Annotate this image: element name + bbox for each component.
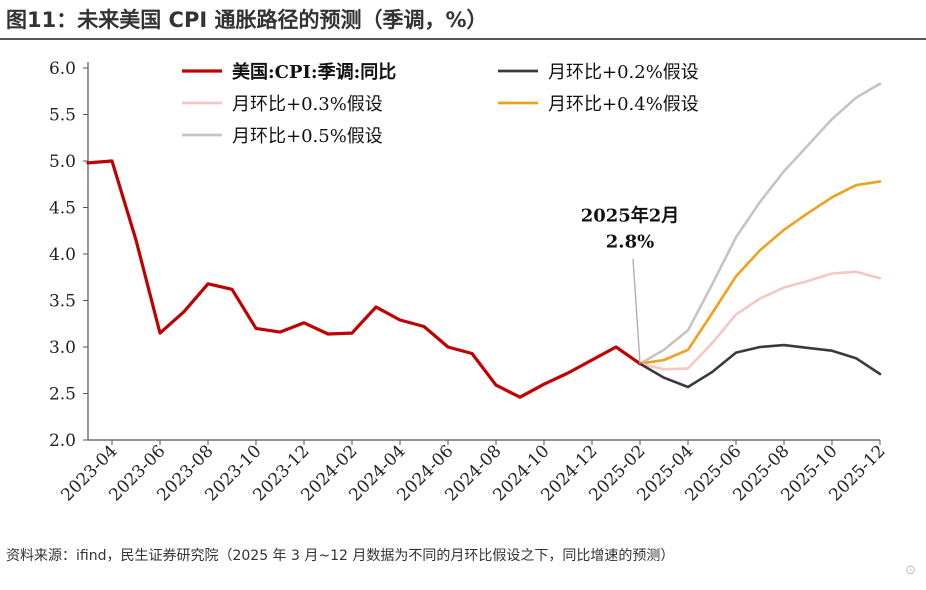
series-line-3	[638, 180, 882, 366]
series-layer	[86, 82, 882, 399]
y-tick-label: 3.0	[49, 338, 76, 358]
series-line-4	[638, 82, 882, 366]
series-line-0	[86, 159, 642, 399]
figure-title: 图11：未来美国 CPI 通胀路径的预测（季调，%）	[6, 8, 488, 32]
source-note: 资料来源：ifind，民生证券研究院（2025 年 3 月~12 月数据为不同的…	[6, 548, 675, 564]
annotation-date-label: 2025年2月	[581, 204, 680, 226]
title-divider	[0, 38, 926, 40]
cpi-line-chart: 2.02.53.03.54.04.55.05.56.02023-042023-0…	[49, 59, 890, 505]
y-tick-label: 5.5	[49, 106, 76, 126]
legend-label-2: 月环比+0.3%假设	[232, 94, 383, 115]
annotation-layer: 2025年2月 2.8%	[581, 204, 680, 364]
watermark-logo: ⊙	[905, 563, 916, 578]
annotation-leader-line	[632, 258, 641, 364]
series-line-1	[638, 343, 882, 389]
y-tick-label: 2.5	[49, 385, 76, 405]
y-tick-label: 6.0	[49, 59, 76, 79]
y-tick-label: 2.0	[49, 431, 76, 451]
y-tick-label: 3.5	[49, 292, 76, 312]
legend-label-3: 月环比+0.4%假设	[548, 94, 699, 115]
annotation-value-label: 2.8%	[606, 231, 654, 252]
axes-layer: 2.02.53.03.54.04.55.05.56.02023-042023-0…	[49, 59, 890, 505]
legend-label-1: 月环比+0.2%假设	[548, 62, 699, 83]
y-tick-label: 4.5	[49, 199, 76, 219]
y-tick-label: 4.0	[49, 245, 76, 265]
legend-label-4: 月环比+0.5%假设	[232, 126, 383, 147]
series-line-2	[638, 270, 882, 371]
y-tick-label: 5.0	[49, 152, 76, 172]
legend-label-0: 美国:CPI:季调:同比	[232, 61, 396, 83]
